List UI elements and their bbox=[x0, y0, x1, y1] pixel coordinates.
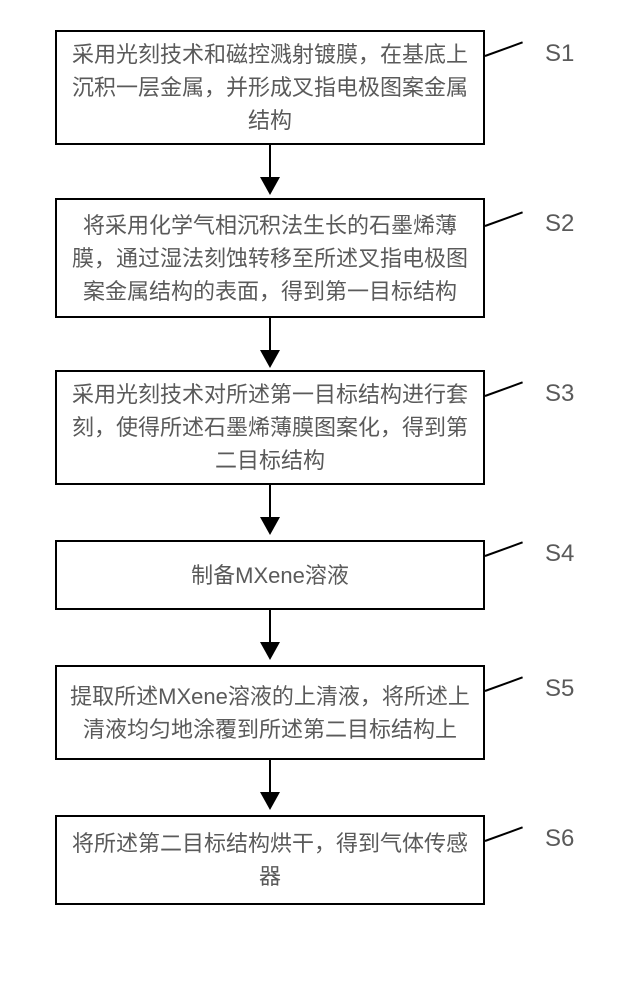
step-box-s6: 将所述第二目标结构烘干，得到气体传感器 bbox=[55, 815, 485, 905]
step-box-s5: 提取所述MXene溶液的上清液，将所述上清液均匀地涂覆到所述第二目标结构上 bbox=[55, 665, 485, 760]
step-box-s2: 将采用化学气相沉积法生长的石墨烯薄膜，通过湿法刻蚀转移至所述叉指电极图案金属结构… bbox=[55, 198, 485, 318]
arrow-head-icon bbox=[260, 517, 280, 535]
arrow-head-icon bbox=[260, 792, 280, 810]
arrow-head-icon bbox=[260, 350, 280, 368]
leader-line bbox=[485, 381, 523, 397]
step-label-s6: S6 bbox=[545, 825, 574, 853]
arrow-line bbox=[269, 610, 271, 642]
step-label-s4: S4 bbox=[545, 540, 574, 568]
leader-line bbox=[485, 826, 523, 842]
arrow-line bbox=[269, 145, 271, 177]
step-text: 制备MXene溶液 bbox=[191, 559, 349, 592]
step-box-s3: 采用光刻技术对所述第一目标结构进行套刻，使得所述石墨烯薄膜图案化，得到第二目标结… bbox=[55, 370, 485, 485]
step-text: 采用光刻技术对所述第一目标结构进行套刻，使得所述石墨烯薄膜图案化，得到第二目标结… bbox=[69, 378, 471, 477]
arrow-line bbox=[269, 760, 271, 792]
step-text: 将所述第二目标结构烘干，得到气体传感器 bbox=[69, 827, 471, 893]
arrow-head-icon bbox=[260, 177, 280, 195]
leader-line bbox=[485, 41, 523, 57]
step-label-s1: S1 bbox=[545, 40, 574, 68]
step-text: 采用光刻技术和磁控溅射镀膜，在基底上沉积一层金属，并形成叉指电极图案金属结构 bbox=[69, 38, 471, 137]
flowchart-container: 采用光刻技术和磁控溅射镀膜，在基底上沉积一层金属，并形成叉指电极图案金属结构 S1… bbox=[0, 0, 620, 1000]
step-label-s3: S3 bbox=[545, 380, 574, 408]
step-text: 提取所述MXene溶液的上清液，将所述上清液均匀地涂覆到所述第二目标结构上 bbox=[69, 680, 471, 746]
step-text: 将采用化学气相沉积法生长的石墨烯薄膜，通过湿法刻蚀转移至所述叉指电极图案金属结构… bbox=[69, 209, 471, 308]
step-label-s5: S5 bbox=[545, 675, 574, 703]
leader-line bbox=[485, 676, 523, 692]
leader-line bbox=[485, 541, 523, 557]
step-box-s1: 采用光刻技术和磁控溅射镀膜，在基底上沉积一层金属，并形成叉指电极图案金属结构 bbox=[55, 30, 485, 145]
arrow-line bbox=[269, 485, 271, 517]
arrow-line bbox=[269, 318, 271, 350]
step-label-s2: S2 bbox=[545, 210, 574, 238]
arrow-head-icon bbox=[260, 642, 280, 660]
leader-line bbox=[485, 211, 523, 227]
step-box-s4: 制备MXene溶液 bbox=[55, 540, 485, 610]
